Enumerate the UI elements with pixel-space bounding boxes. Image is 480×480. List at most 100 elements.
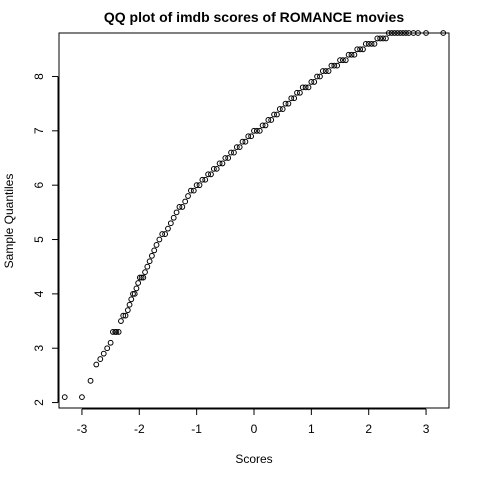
y-tick-label: 6 [32,182,46,189]
data-point [342,57,349,64]
data-point [242,138,249,145]
y-tick-label: 7 [32,127,46,134]
data-point [87,377,94,384]
x-tick-label: 2 [365,422,372,436]
plot-area-border [58,32,450,409]
data-point [236,144,243,151]
data-point [118,318,124,324]
data-point [368,40,375,47]
data-point [222,155,229,161]
data-point [124,307,131,314]
data-point [104,345,111,352]
data-point [231,149,237,156]
data-point [262,122,269,129]
data-point [385,30,392,36]
data-point [319,68,326,74]
data-point [271,111,277,118]
data-point [308,79,315,85]
data-point [265,117,272,123]
data-point [225,155,232,161]
data-point [337,57,343,64]
data-point [113,329,120,335]
y-tick-label: 5 [32,236,46,243]
data-point [202,176,209,183]
data-point [400,30,407,36]
data-point [107,339,114,346]
data-point [61,394,68,401]
x-tick-label: 0 [251,422,258,436]
data-point [302,84,309,91]
data-point [374,35,381,42]
data-point [233,144,240,151]
data-point [274,111,280,118]
data-point [383,35,389,42]
data-point [423,30,429,36]
data-point [149,252,155,259]
data-point [380,35,386,42]
data-point [159,231,166,237]
data-point [156,236,163,243]
data-point [345,51,352,58]
data-point [397,30,404,36]
data-point [357,46,364,53]
data-point [305,84,312,91]
data-point [130,290,136,297]
data-point [371,40,378,47]
data-point [348,51,355,58]
data-point [142,269,148,276]
x-axis-label: Scores [235,452,272,466]
data-point [354,46,361,53]
y-axis-label: Sample Quantiles [2,174,16,269]
data-point [97,356,104,362]
data-point [251,127,257,134]
data-point [299,84,306,91]
data-point [285,100,292,107]
data-point [259,122,266,129]
data-point [245,133,252,140]
data-point [362,40,369,47]
data-point [331,62,338,69]
data-point [276,106,283,112]
data-point [216,160,223,167]
data-point [377,35,384,42]
data-point [146,258,153,265]
data-point [136,274,143,281]
data-point [170,214,177,221]
data-point [440,30,447,36]
data-point [162,231,169,237]
y-tick-label: 2 [32,399,46,406]
data-point [79,394,85,401]
data-point [188,187,194,194]
data-point [133,285,140,292]
data-point [140,274,147,281]
data-point [199,176,206,183]
data-point [205,171,212,178]
data-point [314,73,320,80]
data-point [120,312,127,319]
data-point [93,361,100,368]
data-point [288,95,295,102]
data-point [391,30,398,36]
x-axis: -3 -2 -1 0 1 2 3 [77,408,430,436]
data-point [294,89,300,96]
chart-title: QQ plot of imdb scores of ROMANCE movies [104,9,404,25]
data-point [179,204,186,210]
y-tick-label: 8 [32,73,46,80]
data-point [185,193,191,199]
data-point [403,30,409,36]
data-point [153,242,160,248]
data-point [182,198,189,205]
data-point [282,100,289,107]
data-point [291,95,298,102]
data-point [219,160,226,167]
data-point [138,274,145,281]
y-tick-label: 4 [32,290,46,297]
data-point [296,89,303,96]
data-point [365,40,372,47]
y-tick-label: 3 [32,345,46,352]
data-point [325,68,332,74]
data-point [322,68,329,74]
data-point [167,220,174,227]
data-points [61,30,447,401]
